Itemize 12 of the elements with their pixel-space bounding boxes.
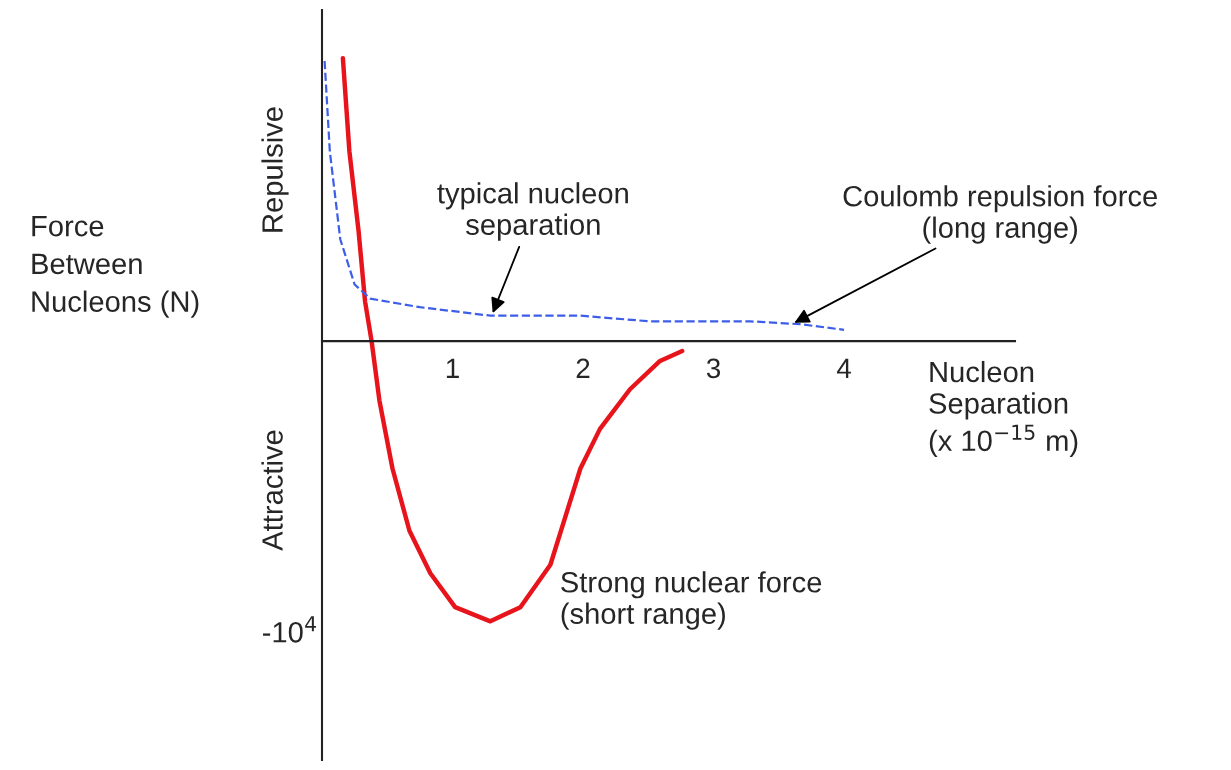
- x-tick-label: 3: [706, 358, 721, 379]
- y-axis-title: Force Between Nucleons (N): [32, 216, 199, 318]
- x-tick-label: 1: [446, 358, 459, 378]
- text: -10$^{4}$: [263, 616, 316, 643]
- annotation: Coulomb repulsion force (long range): [843, 185, 1157, 244]
- text: Attractive: [261, 430, 283, 551]
- x-tick-label: 4: [836, 358, 851, 378]
- annotation: typical nucleon separation: [437, 182, 628, 241]
- x-axis-title: Nucleon Separation (x 10$^{−15}$ m): [929, 360, 1078, 457]
- annotation: Strong nuclear force (short range): [561, 571, 822, 630]
- x-tick-label: 2: [576, 358, 590, 378]
- text: Repulsive: [261, 107, 289, 232]
